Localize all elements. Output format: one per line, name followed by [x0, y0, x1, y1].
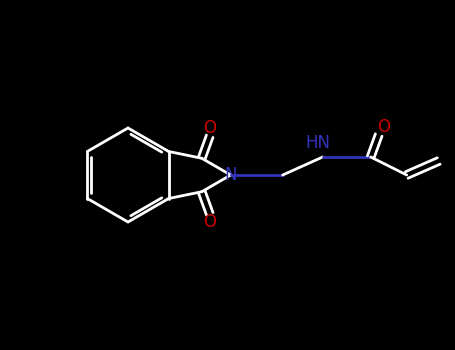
Text: O: O — [377, 118, 390, 136]
Text: O: O — [203, 119, 216, 137]
Text: O: O — [203, 213, 216, 231]
Text: N: N — [224, 166, 237, 184]
Text: HN: HN — [305, 134, 330, 152]
